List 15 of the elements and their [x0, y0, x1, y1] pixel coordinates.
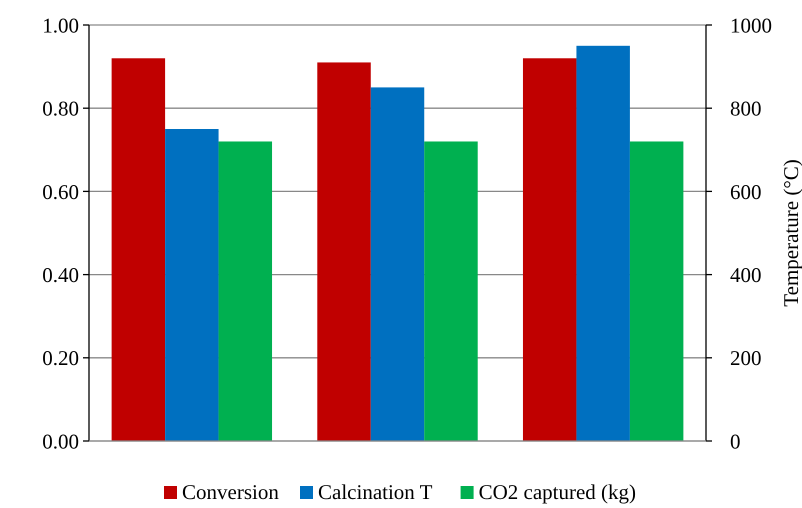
y2-tick-label: 600	[730, 180, 762, 204]
y2-tick-label: 800	[730, 96, 762, 121]
y-tick-label: 0.60	[42, 180, 79, 204]
y2-tick-label: 1000	[730, 13, 772, 38]
y-tick-label: 0.00	[42, 429, 79, 454]
legend-label: Conversion	[182, 480, 280, 504]
y-tick-label: 1.00	[42, 13, 79, 38]
y-tick-label: 0.40	[42, 262, 79, 287]
y2-tick-label: 200	[730, 346, 762, 370]
y-tick-label: 0.20	[42, 346, 79, 370]
y2-tick-label: 0	[730, 429, 740, 454]
y-tick-label: 0.80	[42, 96, 79, 121]
legend-label: Calcination T	[318, 480, 433, 504]
y2-tick-label: 400	[730, 262, 762, 287]
legend-label: CO2 captured (kg)	[478, 480, 636, 504]
